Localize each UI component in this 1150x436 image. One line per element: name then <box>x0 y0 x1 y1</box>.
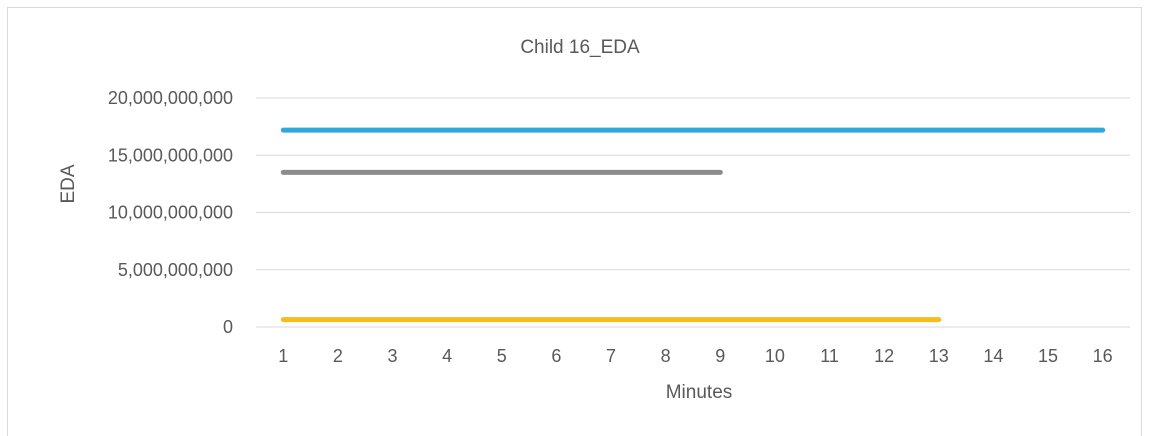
y-axis-ticks: 0 5,000,000,000 10,000,000,000 15,000,000,0… <box>108 88 233 337</box>
x-tick-label: 8 <box>661 346 671 366</box>
y-axis-title: EDA <box>58 164 79 203</box>
x-axis-title: Minutes <box>666 382 733 403</box>
y-tick-label: 15,000,000,000 <box>108 145 233 165</box>
y-tick-label: 20,000,000,000 <box>108 88 233 108</box>
x-tick-label: 6 <box>551 346 561 366</box>
y-tick-label: 0 <box>223 317 233 337</box>
x-tick-label: 14 <box>983 346 1003 366</box>
gridlines <box>256 97 1130 328</box>
x-tick-label: 12 <box>874 346 894 366</box>
x-axis-ticks: 1 2 3 4 5 6 7 8 9 10 11 12 13 14 15 16 <box>278 346 1112 366</box>
x-tick-label: 15 <box>1038 346 1058 366</box>
x-tick-label: 7 <box>606 346 616 366</box>
x-tick-label: 4 <box>442 346 452 366</box>
x-tick-label: 13 <box>929 346 949 366</box>
y-tick-label: 5,000,000,000 <box>118 260 233 280</box>
x-tick-label: 11 <box>820 346 839 366</box>
x-tick-label: 3 <box>388 346 398 366</box>
x-tick-label: 10 <box>765 346 785 366</box>
series-lines <box>280 127 1106 323</box>
chart-frame <box>7 7 1142 436</box>
x-tick-label: 9 <box>715 346 725 366</box>
y-tick-label: 10,000,000,000 <box>108 203 233 223</box>
x-tick-label: 5 <box>497 346 507 366</box>
x-tick-label: 1 <box>278 346 288 366</box>
x-tick-label: 16 <box>1093 346 1113 366</box>
chart-title: Child 16_EDA <box>520 37 640 58</box>
x-tick-label: 2 <box>333 346 343 366</box>
